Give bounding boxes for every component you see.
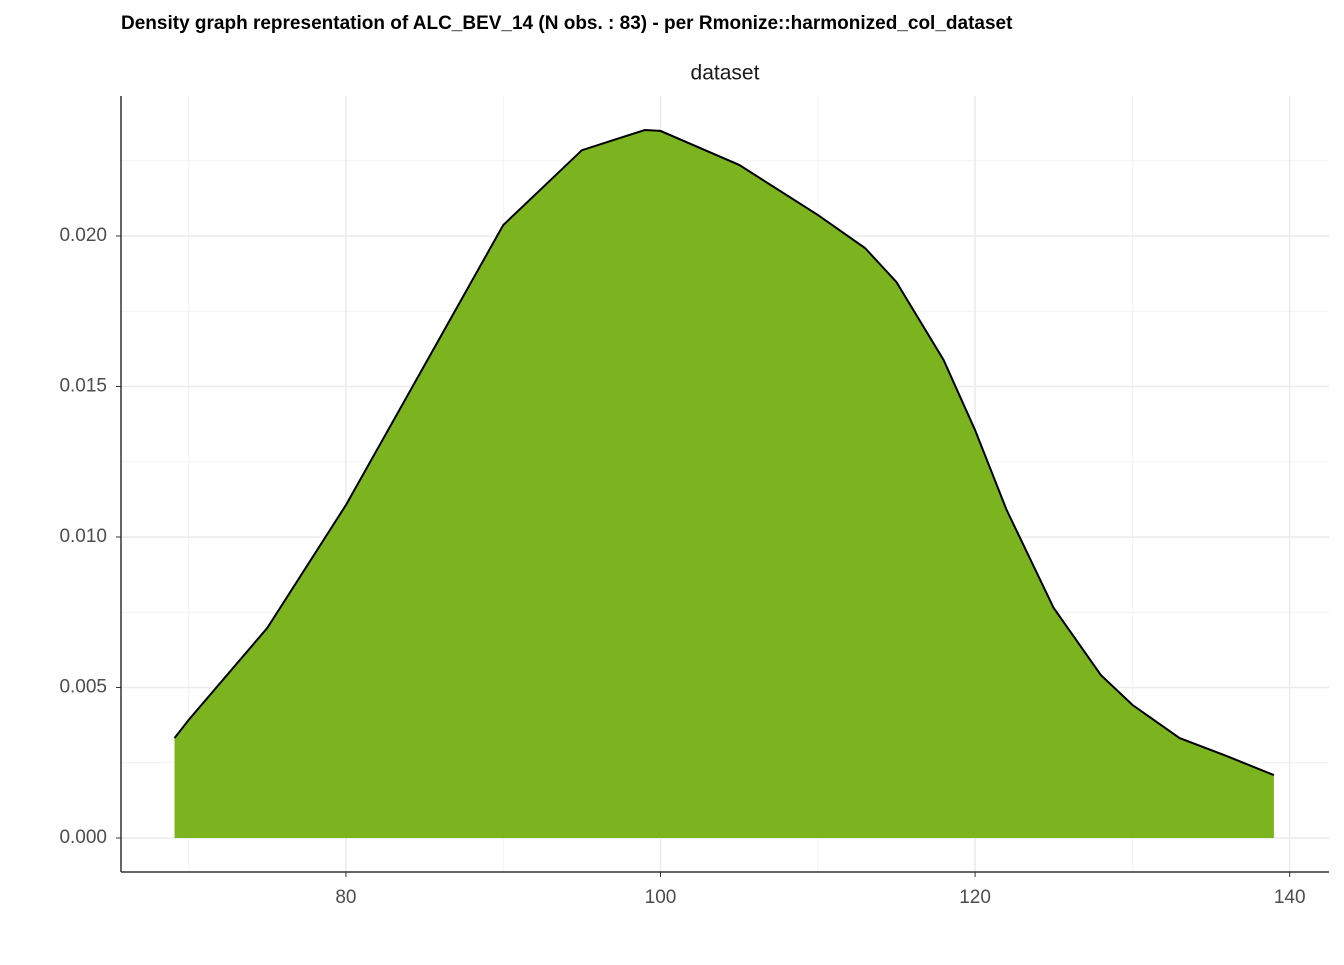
y-tick-label: 0.000 bbox=[59, 827, 107, 848]
y-tick-label: 0.010 bbox=[59, 526, 107, 547]
y-tick-label: 0.005 bbox=[59, 676, 107, 697]
x-tick-label: 120 bbox=[959, 887, 991, 908]
x-tick-label: 100 bbox=[645, 887, 677, 908]
x-tick-label: 80 bbox=[335, 887, 356, 908]
y-tick-label: 0.015 bbox=[59, 375, 107, 396]
density-area bbox=[174, 130, 1274, 838]
facet-label: dataset bbox=[691, 62, 760, 85]
y-tick-label: 0.020 bbox=[59, 225, 107, 246]
x-tick-label: 140 bbox=[1274, 887, 1306, 908]
chart-title: Density graph representation of ALC_BEV_… bbox=[121, 13, 1013, 34]
density-line bbox=[173, 128, 1275, 777]
